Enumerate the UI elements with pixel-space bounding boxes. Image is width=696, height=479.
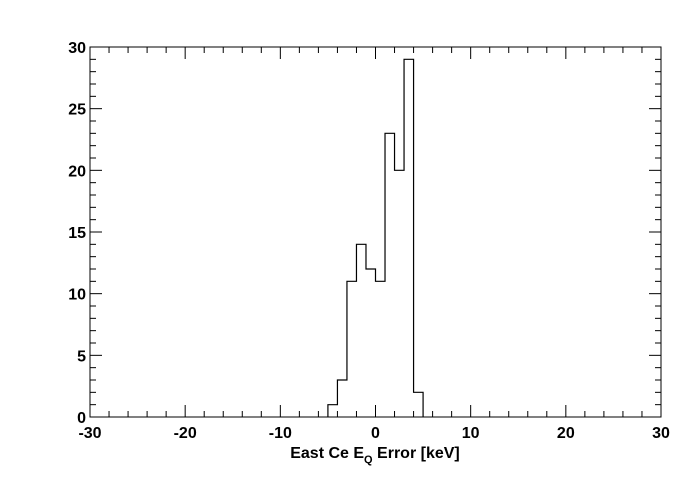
x-axis-label-subscript: Q (364, 454, 373, 466)
x-axis-label-suffix: Error [keV] (373, 445, 460, 462)
x-tick-label: 10 (462, 425, 480, 442)
x-tick-label: -30 (78, 425, 101, 442)
histogram-outline (327, 58, 424, 417)
axis-ticks (89, 46, 662, 418)
y-tick-label: 10 (68, 287, 86, 304)
x-tick-label: 20 (557, 425, 575, 442)
x-axis-label-prefix: East Ce E (290, 445, 364, 462)
x-tick-label: -20 (174, 425, 197, 442)
axis-tick-labels: -30 -20 -10 0 10 20 30 0 5 10 15 20 25 30 (68, 40, 670, 442)
y-tick-label: 0 (77, 410, 86, 427)
x-tick-label: -10 (269, 425, 292, 442)
y-tick-label: 30 (68, 40, 86, 57)
x-tick-label: 0 (371, 425, 380, 442)
x-tick-label: 30 (652, 425, 670, 442)
plot-frame (89, 46, 662, 418)
y-tick-label: 5 (77, 348, 86, 365)
y-tick-label: 25 (68, 102, 86, 119)
y-tick-label: 20 (68, 163, 86, 180)
x-axis-label: East Ce EQ Error [keV] (290, 445, 460, 466)
y-tick-label: 15 (68, 225, 86, 242)
